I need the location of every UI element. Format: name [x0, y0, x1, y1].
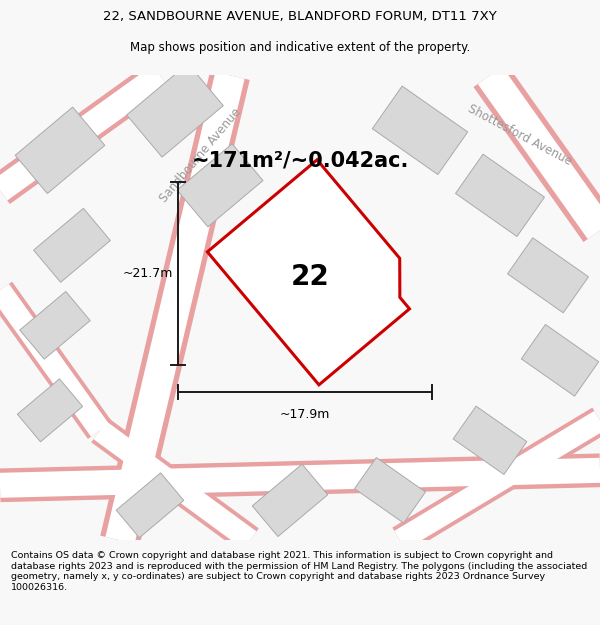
Text: Map shows position and indicative extent of the property.: Map shows position and indicative extent…	[130, 41, 470, 54]
Polygon shape	[20, 291, 90, 359]
Text: ~171m²/~0.042ac.: ~171m²/~0.042ac.	[191, 150, 409, 170]
Text: Contains OS data © Crown copyright and database right 2021. This information is : Contains OS data © Crown copyright and d…	[11, 551, 587, 592]
Polygon shape	[116, 473, 184, 538]
Polygon shape	[15, 107, 105, 194]
Text: ~17.9m: ~17.9m	[280, 408, 330, 421]
Polygon shape	[455, 154, 544, 236]
Polygon shape	[508, 238, 589, 313]
Polygon shape	[0, 458, 600, 498]
Polygon shape	[252, 464, 328, 536]
Polygon shape	[0, 282, 112, 439]
Polygon shape	[100, 71, 250, 545]
Polygon shape	[34, 208, 110, 282]
Polygon shape	[177, 144, 263, 227]
Text: ~21.7m: ~21.7m	[122, 268, 173, 280]
Polygon shape	[392, 408, 600, 553]
Polygon shape	[0, 62, 170, 204]
Polygon shape	[106, 72, 245, 544]
Polygon shape	[127, 64, 223, 157]
Polygon shape	[17, 379, 83, 442]
Text: 22: 22	[290, 263, 329, 291]
Text: Sandbourne Avenue: Sandbourne Avenue	[157, 106, 243, 205]
Polygon shape	[208, 160, 409, 385]
Text: 22, SANDBOURNE AVENUE, BLANDFORD FORUM, DT11 7XY: 22, SANDBOURNE AVENUE, BLANDFORD FORUM, …	[103, 10, 497, 23]
Text: Shottesford Avenue: Shottesford Avenue	[466, 102, 574, 168]
Polygon shape	[521, 324, 599, 396]
Polygon shape	[355, 458, 425, 523]
Polygon shape	[373, 86, 467, 174]
Polygon shape	[94, 421, 257, 549]
Polygon shape	[473, 64, 600, 242]
Polygon shape	[0, 284, 109, 437]
Polygon shape	[478, 67, 600, 239]
Polygon shape	[0, 65, 167, 201]
Polygon shape	[0, 454, 600, 502]
Polygon shape	[453, 406, 527, 474]
Polygon shape	[91, 418, 259, 552]
Polygon shape	[394, 411, 600, 550]
